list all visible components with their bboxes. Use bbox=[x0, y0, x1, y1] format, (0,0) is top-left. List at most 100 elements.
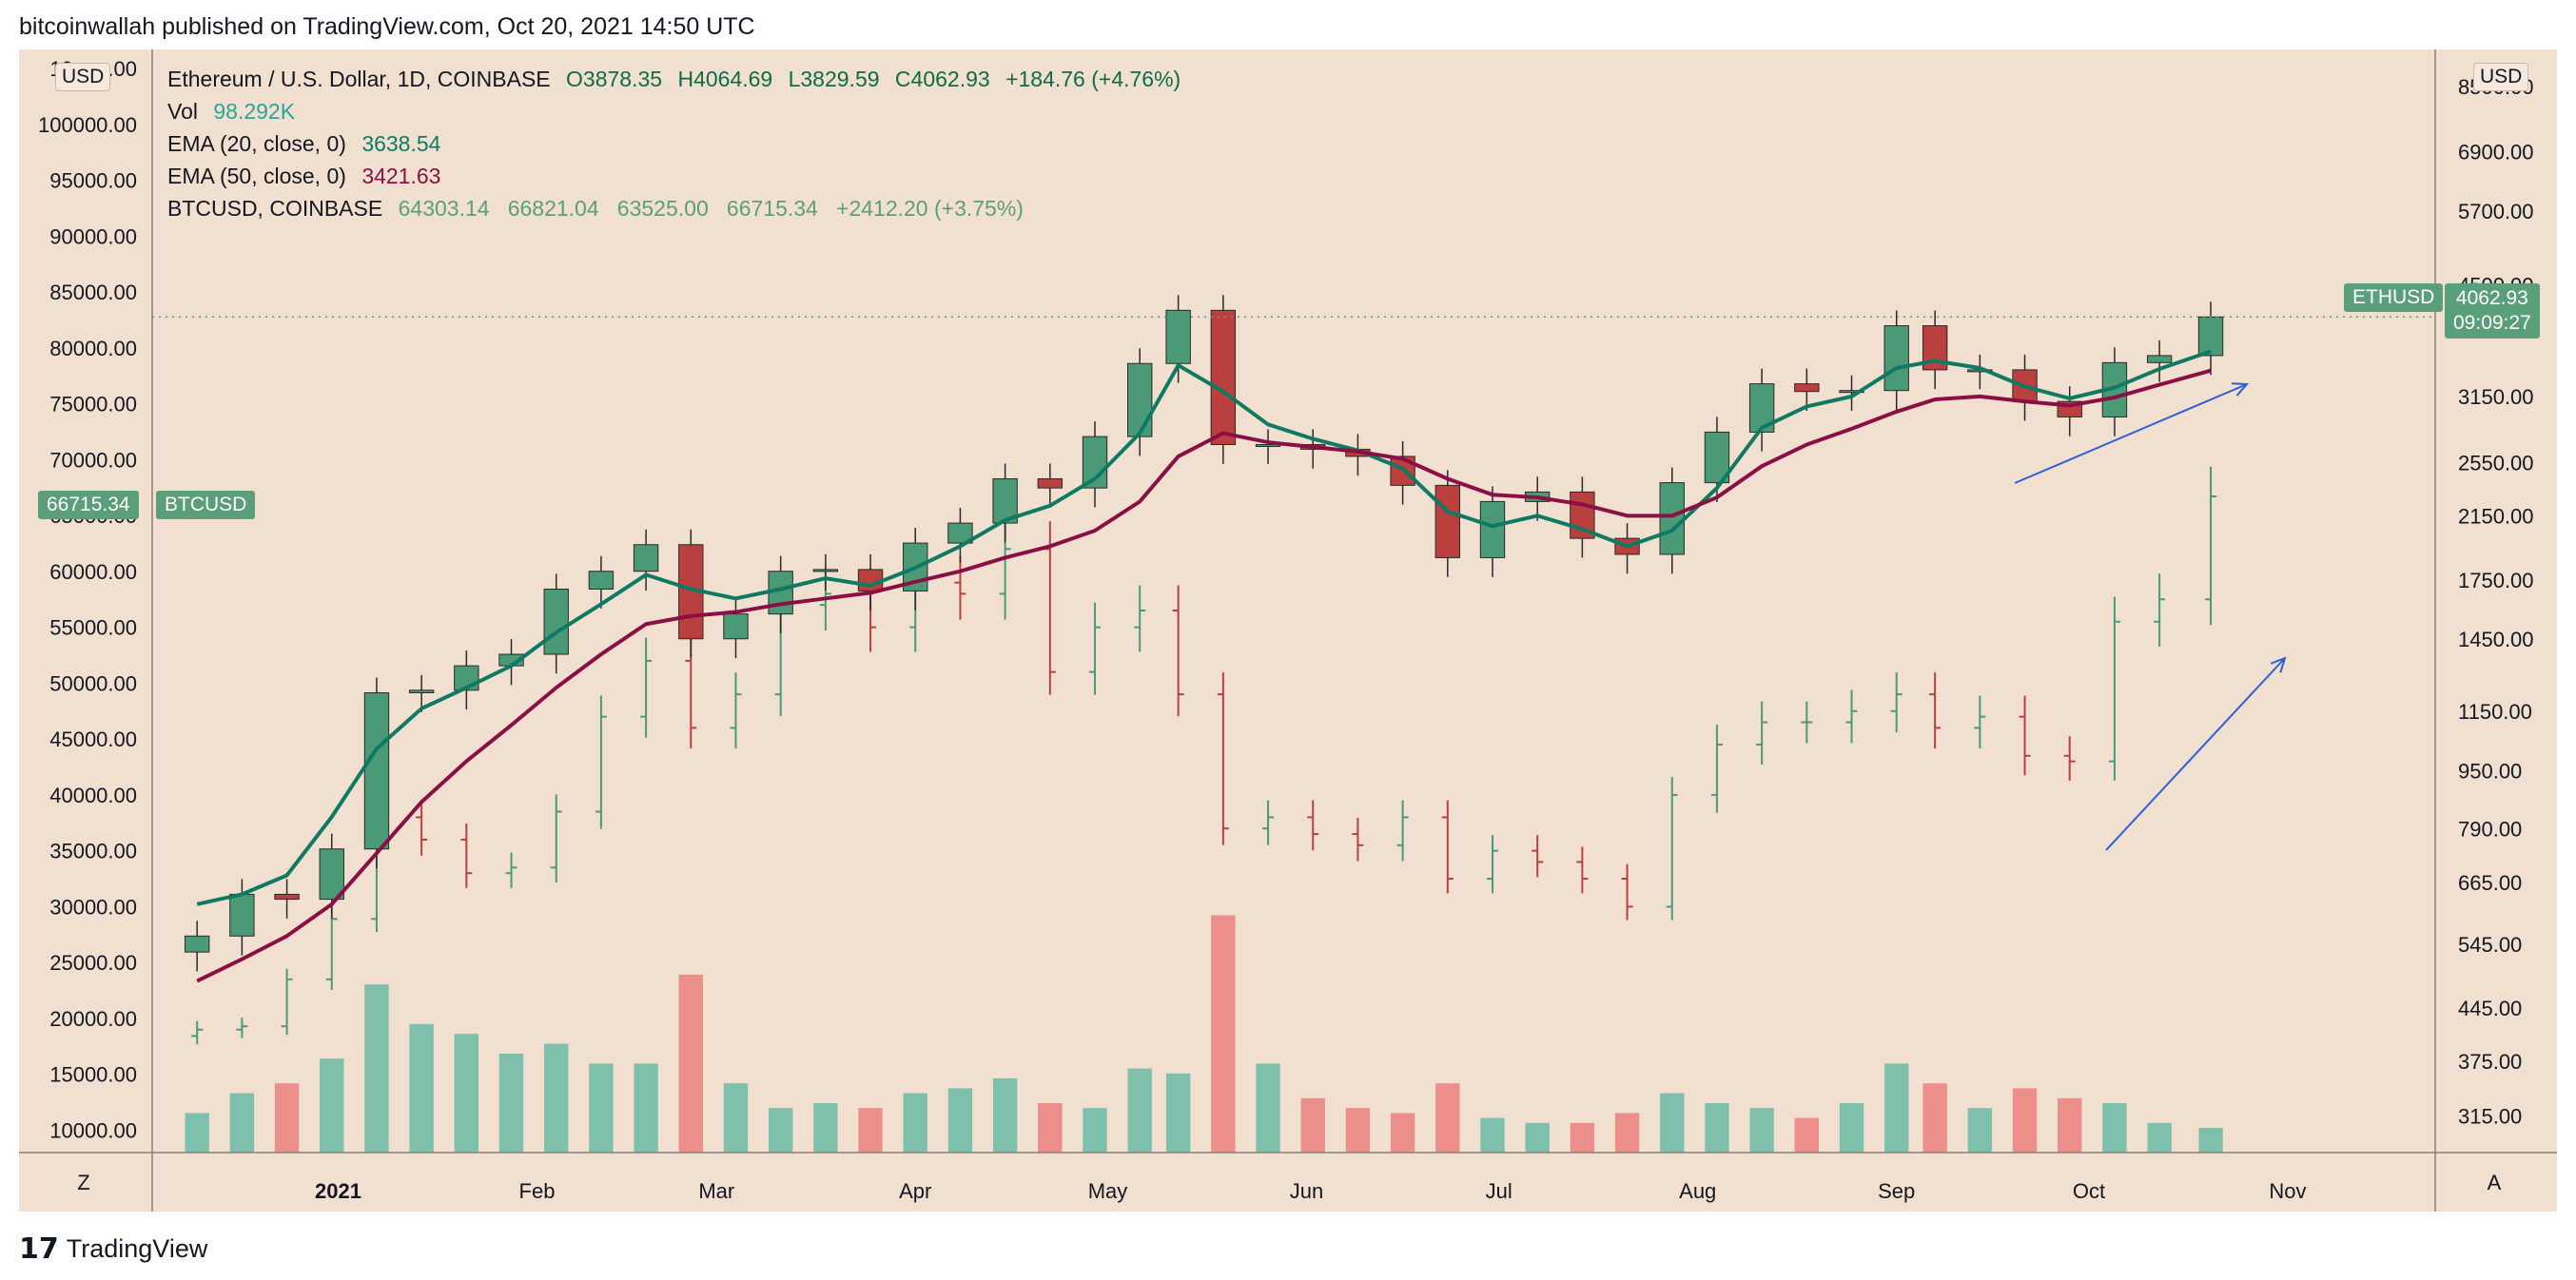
eth-candle-body bbox=[1165, 309, 1191, 364]
volume-bar bbox=[947, 1088, 973, 1153]
volume-bar bbox=[858, 1108, 883, 1153]
volume-bar bbox=[274, 1083, 300, 1153]
right-tick-label: 315.00 bbox=[2458, 1104, 2522, 1128]
left-tick-label: 70000.00 bbox=[49, 448, 137, 472]
eth-price-value: 4062.93 bbox=[2455, 287, 2528, 309]
legend-change: +184.76 (+4.76%) bbox=[1005, 67, 1181, 91]
tradingview-logo[interactable]: 𝟭𝟳 TradingView bbox=[19, 1232, 207, 1266]
left-scale-button[interactable]: Z bbox=[77, 1171, 90, 1194]
eth-countdown: 09:09:27 bbox=[2453, 312, 2531, 334]
left-tick-label: 10000.00 bbox=[49, 1118, 137, 1142]
volume-bar bbox=[1435, 1083, 1460, 1153]
volume-bar bbox=[1038, 1103, 1063, 1153]
volume-bar bbox=[1705, 1103, 1729, 1153]
auto-scale-button[interactable]: A bbox=[2487, 1171, 2502, 1194]
left-tick-label: 50000.00 bbox=[49, 671, 137, 695]
legend-ema20-value: 3638.54 bbox=[361, 131, 441, 156]
right-tick-label: 790.00 bbox=[2458, 817, 2522, 841]
legend-ema50-row: EMA (50, close, 0) 3421.63 bbox=[167, 164, 450, 189]
right-tick-label: 375.00 bbox=[2458, 1050, 2522, 1074]
left-tick-label: 15000.00 bbox=[49, 1063, 137, 1087]
legend-btc-label: BTCUSD, COINBASE bbox=[167, 196, 383, 221]
volume-bar bbox=[409, 1023, 434, 1153]
right-tick-label: 6900.00 bbox=[2458, 140, 2534, 164]
right-tick-label: 3150.00 bbox=[2458, 385, 2534, 409]
eth-candle-body bbox=[408, 689, 435, 693]
volume-bar bbox=[544, 1043, 569, 1153]
legend-ema50-label: EMA (50, close, 0) bbox=[167, 164, 346, 188]
volume-bar bbox=[1749, 1108, 1774, 1153]
chart-area[interactable] bbox=[19, 49, 2557, 1212]
eth-candle-body bbox=[1883, 325, 1909, 392]
x-tick-label: Sep bbox=[1878, 1179, 1915, 1203]
legend-close: C4062.93 bbox=[894, 67, 990, 91]
ema20-line bbox=[196, 349, 2212, 906]
eth-candle-body bbox=[363, 691, 390, 850]
eth-candle-body bbox=[1704, 431, 1730, 484]
publisher-line: bitcoinwallah published on TradingView.c… bbox=[19, 13, 755, 40]
eth-candle-body bbox=[633, 544, 659, 572]
legend-btc-values: 64303.14 66821.04 63525.00 66715.34 +241… bbox=[398, 196, 1024, 221]
eth-candle-body bbox=[1255, 444, 1281, 448]
left-tick-label: 60000.00 bbox=[49, 560, 137, 584]
volume-bar bbox=[1300, 1097, 1325, 1153]
btc-price-badge: 66715.34 bbox=[38, 491, 139, 519]
volume-bar bbox=[1525, 1122, 1550, 1153]
eth-candle-body bbox=[319, 848, 344, 901]
price-chart[interactable]: 10000.00 15000.00 20000.00 25000.00 30000.00… bbox=[19, 49, 2557, 1212]
eth-candle-body bbox=[1794, 383, 1820, 393]
eth-candle-body bbox=[1037, 477, 1064, 489]
x-tick-label: Feb bbox=[519, 1179, 556, 1203]
x-tick-label: Jun bbox=[1290, 1179, 1323, 1203]
left-tick-label: 20000.00 bbox=[49, 1007, 137, 1031]
eth-candle-body bbox=[184, 935, 210, 953]
volume-bar bbox=[320, 1058, 344, 1153]
eth-trend-arrow bbox=[2014, 383, 2248, 484]
volume-bar bbox=[1839, 1103, 1864, 1153]
eth-candle-body bbox=[1839, 390, 1864, 394]
x-tick-label: Jul bbox=[1486, 1179, 1512, 1203]
right-tick-label: 545.00 bbox=[2458, 933, 2522, 957]
volume-bar bbox=[1480, 1117, 1505, 1153]
volume-bar bbox=[1794, 1117, 1820, 1153]
volume-bar bbox=[1165, 1073, 1191, 1153]
right-tick-label: 1450.00 bbox=[2458, 628, 2534, 651]
eth-candle-body bbox=[1434, 484, 1460, 558]
legend-btc-row: BTCUSD, COINBASE 64303.14 66821.04 63525… bbox=[167, 196, 1033, 222]
ema50-line bbox=[196, 368, 2212, 983]
left-tick-label: 55000.00 bbox=[49, 616, 137, 640]
right-tick-label: 950.00 bbox=[2458, 760, 2522, 784]
left-tick-label: 85000.00 bbox=[49, 281, 137, 304]
volume-bar bbox=[2198, 1128, 2223, 1153]
volume-bar bbox=[634, 1063, 658, 1153]
volume-bar bbox=[903, 1093, 927, 1153]
volume-bar bbox=[454, 1034, 479, 1153]
volume-bar bbox=[1614, 1113, 1640, 1153]
eth-candle-body bbox=[947, 522, 973, 544]
left-tick-label: 30000.00 bbox=[49, 895, 137, 919]
left-currency-label[interactable]: USD bbox=[55, 63, 111, 91]
eth-candle-body bbox=[723, 613, 749, 640]
volume-bar bbox=[2058, 1097, 2082, 1153]
x-tick-label: 2021 bbox=[315, 1179, 361, 1203]
volume-bar bbox=[589, 1063, 614, 1153]
volume-bar bbox=[2012, 1088, 2038, 1153]
volume-bar bbox=[1390, 1113, 1415, 1153]
legend-ema50-value: 3421.63 bbox=[361, 164, 441, 188]
right-currency-label[interactable]: USD bbox=[2473, 63, 2529, 91]
eth-candle-body bbox=[2197, 316, 2224, 357]
eth-trend-arrow-head bbox=[2231, 382, 2250, 397]
volume-bar bbox=[768, 1108, 793, 1153]
x-tick-label: Mar bbox=[698, 1179, 734, 1203]
volume-bar bbox=[185, 1113, 209, 1153]
left-tick-label: 100000.00 bbox=[38, 113, 137, 137]
legend-symbol-row: Ethereum / U.S. Dollar, 1D, COINBASE O38… bbox=[167, 67, 1190, 92]
eth-candle-body bbox=[543, 588, 569, 655]
eth-candle-body bbox=[1210, 309, 1237, 446]
eth-candle-body bbox=[274, 893, 300, 901]
volume-bar bbox=[1127, 1068, 1152, 1153]
tradingview-mark-icon: 𝟭𝟳 bbox=[19, 1233, 59, 1265]
legend-vol-label: Vol bbox=[167, 99, 198, 124]
left-tick-label: 95000.00 bbox=[49, 169, 137, 193]
volume-bar bbox=[1884, 1063, 1909, 1153]
